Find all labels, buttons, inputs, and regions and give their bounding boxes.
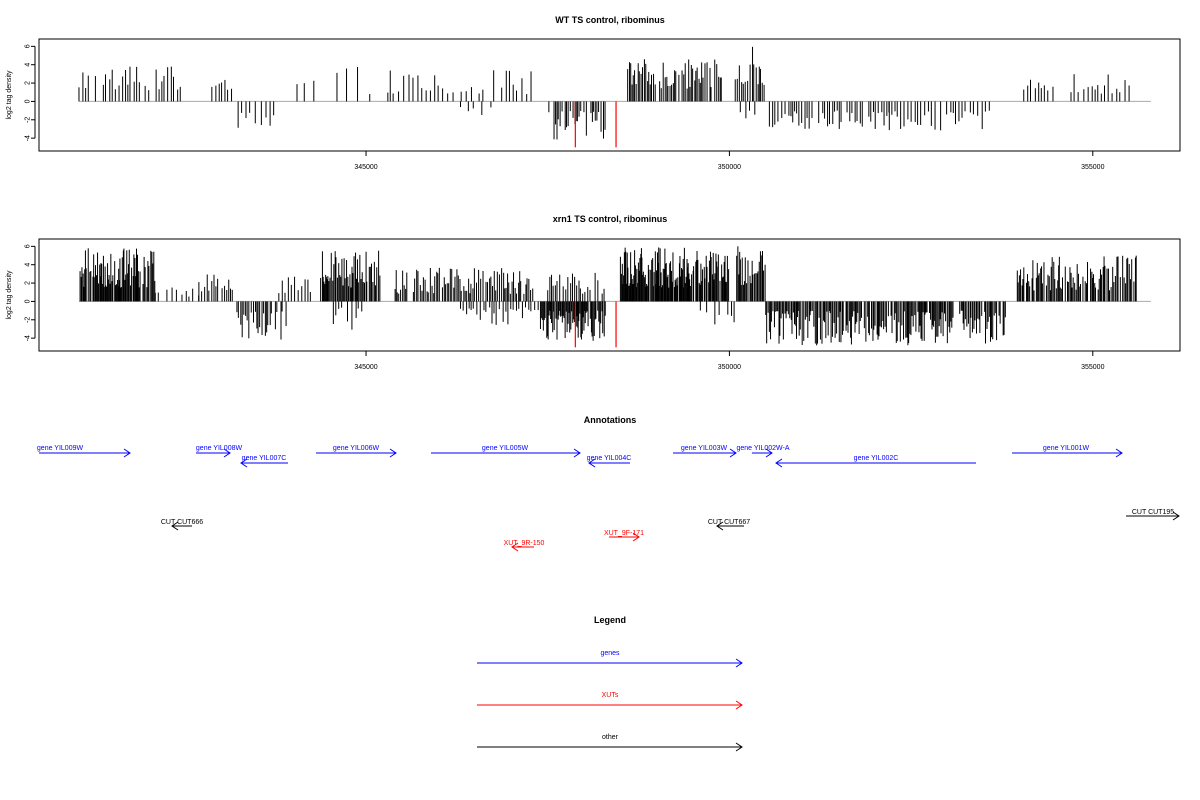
xrn1-plot-frame: [38, 238, 1181, 352]
legend-item-xuts: XUTs: [477, 692, 743, 710]
y-tick-label: 2: [25, 81, 32, 85]
annotations-panel: Annotations gene YIL009W gene YIL008W ge…: [37, 415, 1180, 552]
gene-label: gene YIL009W: [37, 445, 84, 452]
y-tick-label: 6: [25, 244, 32, 248]
cut-cut195: CUT CUT195: [1126, 509, 1180, 521]
x-tick-label: 345000: [354, 364, 377, 371]
gene-label: gene YIL005W: [482, 445, 529, 452]
gene-label: gene YIL004C: [587, 455, 632, 462]
gene-label: gene YIL003W: [681, 445, 728, 452]
wt-ylabel: log2 tag density: [6, 70, 13, 120]
xrn1-ylabel: log2 tag density: [6, 270, 13, 320]
wt-x-axis: 345000 350000 355000: [354, 151, 1105, 171]
y-tick-label: -4: [25, 135, 32, 141]
y-tick-label: 2: [25, 281, 32, 285]
wt-y-axis: 6 4 2 0 -2 -4: [25, 44, 36, 141]
x-tick-label: 350000: [718, 364, 741, 371]
gene-label: gene YIL007C: [242, 455, 287, 462]
gene-yil002c: gene YIL002C: [775, 455, 976, 468]
wt-track-panel: WT TS control, ribominus log2 tag densit…: [6, 15, 1181, 171]
x-tick-label: 355000: [1081, 164, 1104, 171]
xut-9r-150: XUT_9R-150: [504, 540, 545, 552]
legend-label-other: other: [602, 734, 619, 741]
y-tick-label: -4: [25, 335, 32, 341]
gene-yil008w: gene YIL008W: [196, 445, 243, 458]
wt-track-title: WT TS control, ribominus: [555, 15, 665, 25]
xut-9f-171: XUT_9F-171: [604, 530, 644, 542]
x-tick-label: 345000: [354, 164, 377, 171]
xrn1-track-title: xrn1 TS control, ribominus: [553, 214, 668, 224]
y-tick-label: -2: [25, 317, 32, 323]
other-label: CUT CUT195: [1132, 509, 1174, 516]
xut-label: XUT_9F-171: [604, 530, 644, 537]
gene-yil003w: gene YIL003W: [673, 445, 737, 458]
xrn1-x-axis: 345000 350000 355000: [354, 351, 1105, 371]
other-label: CUT CUT667: [708, 519, 750, 526]
y-tick-label: 0: [25, 299, 32, 303]
xrn1-y-axis: 6 4 2 0 -2 -4: [25, 244, 36, 341]
y-tick-label: 6: [25, 44, 32, 48]
y-tick-label: 4: [25, 63, 32, 67]
xrn1-track-panel: xrn1 TS control, ribominus log2 tag dens…: [6, 214, 1181, 371]
gene-label: gene YIL008W: [196, 445, 243, 452]
y-tick-label: 0: [25, 99, 32, 103]
gene-yil007c: gene YIL007C: [240, 455, 288, 468]
wt-bars: [78, 46, 1151, 148]
gene-label: gene YIL002W-A: [736, 445, 789, 452]
gene-yil005w: gene YIL005W: [431, 445, 581, 458]
gene-yil006w: gene YIL006W: [316, 445, 397, 458]
gene-yil004c: gene YIL004C: [587, 455, 632, 468]
y-tick-label: 4: [25, 263, 32, 267]
wt-plot-frame: [38, 38, 1181, 152]
x-tick-label: 355000: [1081, 364, 1104, 371]
xrn1-bars: [78, 246, 1151, 348]
gene-yil002w-a: gene YIL002W-A: [736, 445, 790, 458]
cut-cut667: CUT CUT667: [708, 519, 750, 531]
legend-panel: Legend genes XUTs other: [477, 615, 743, 752]
gene-label: gene YIL006W: [333, 445, 380, 452]
legend-title: Legend: [594, 615, 626, 625]
y-tick-label: -2: [25, 117, 32, 123]
legend-label-xuts: XUTs: [602, 692, 619, 699]
other-label: CUT CUT666: [161, 519, 203, 526]
gene-yil001w: gene YIL001W: [1012, 445, 1123, 458]
xut-label: XUT_9R-150: [504, 540, 545, 547]
gene-yil009w: gene YIL009W: [37, 445, 131, 458]
gene-label: gene YIL002C: [854, 455, 899, 462]
gene-label: gene YIL001W: [1043, 445, 1090, 452]
legend-label-genes: genes: [600, 650, 620, 657]
x-tick-label: 350000: [718, 164, 741, 171]
cut-cut666: CUT CUT666: [161, 519, 203, 531]
legend-item-other: other: [477, 734, 743, 752]
legend-item-genes: genes: [477, 650, 743, 668]
annotations-title: Annotations: [584, 415, 637, 425]
